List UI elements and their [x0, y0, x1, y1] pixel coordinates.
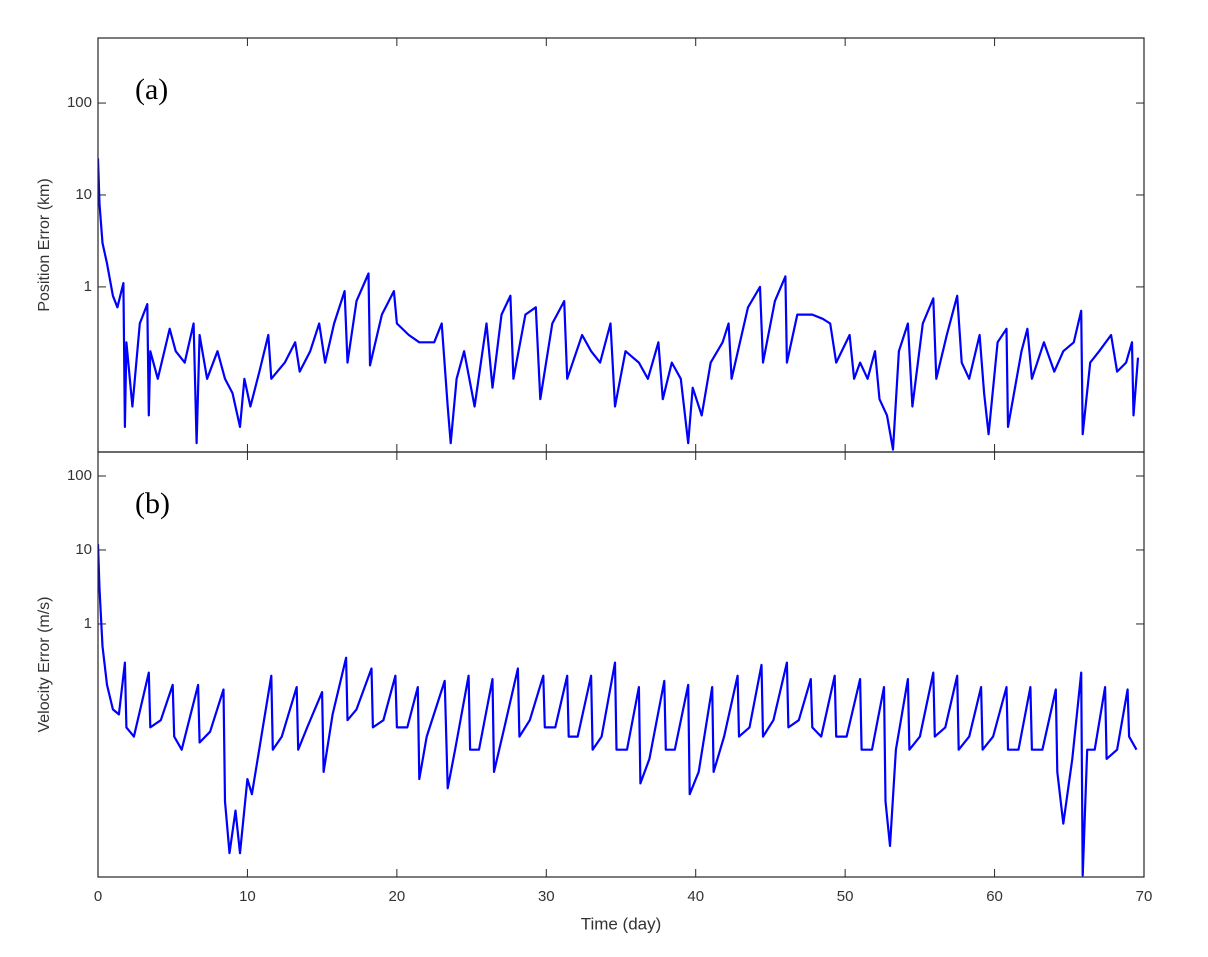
x-tick-label: 70 [1136, 888, 1153, 905]
x-tick-label: 20 [389, 888, 406, 905]
x-tick-label: 0 [94, 888, 102, 905]
data-line [98, 544, 1138, 877]
x-tick-label: 40 [687, 888, 704, 905]
y-tick-label: 100 [67, 94, 92, 111]
y-tick-label: 1 [84, 278, 92, 295]
y-tick-label: 10 [75, 541, 92, 558]
x-axis-label: Time (day) [581, 914, 662, 933]
y-tick-label: 100 [67, 467, 92, 484]
x-tick-label: 30 [538, 888, 555, 905]
y-tick-label: 10 [75, 186, 92, 203]
y-axis-label: Position Error (km) [36, 178, 53, 311]
y-axis-label: Velocity Error (m/s) [36, 596, 53, 732]
y-tick-label: 1 [84, 615, 92, 632]
data-line [98, 158, 1140, 451]
x-tick-label: 60 [986, 888, 1003, 905]
x-tick-label: 10 [239, 888, 256, 905]
panel-label: (a) [135, 73, 168, 106]
panel-label: (b) [135, 487, 170, 520]
axes-box [97, 451, 1145, 878]
x-tick-label: 50 [837, 888, 854, 905]
